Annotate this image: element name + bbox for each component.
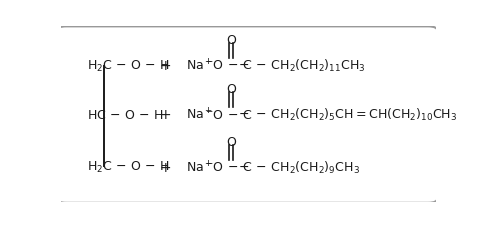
Text: +: + [160, 108, 171, 122]
Text: H$_2$C$\,-\,$O$\,-\,$H: H$_2$C$\,-\,$O$\,-\,$H [87, 58, 170, 73]
Text: +: + [160, 59, 171, 73]
Text: $^{-}$O$\,-\,$C: $^{-}$O$\,-\,$C [205, 59, 252, 72]
Text: O: O [226, 135, 236, 148]
Text: $\,-\,-\,$CH$_2$(CH$_2$)$_5$CH$=$CH(CH$_2$)$_{10}$CH$_3$: $\,-\,-\,$CH$_2$(CH$_2$)$_5$CH$=$CH(CH$_… [234, 107, 457, 123]
Text: $\,-\,-\,$CH$_2$(CH$_2$)$_{11}$CH$_3$: $\,-\,-\,$CH$_2$(CH$_2$)$_{11}$CH$_3$ [234, 58, 365, 74]
Text: Na$^+$: Na$^+$ [186, 159, 213, 175]
Text: $\,-\,-\,$CH$_2$(CH$_2$)$_9$CH$_3$: $\,-\,-\,$CH$_2$(CH$_2$)$_9$CH$_3$ [234, 159, 360, 175]
Text: H$_2$C$\,-\,$O$\,-\,$H: H$_2$C$\,-\,$O$\,-\,$H [87, 160, 170, 175]
Text: $^{-}$O$\,-\,$C: $^{-}$O$\,-\,$C [205, 108, 252, 121]
Text: HC$\,-\,$O$\,-\,$H: HC$\,-\,$O$\,-\,$H [87, 108, 164, 121]
FancyBboxPatch shape [57, 27, 438, 203]
Text: O: O [226, 83, 236, 96]
Text: Na$^+$: Na$^+$ [186, 107, 213, 122]
Text: $^{-}$O$\,-\,$C: $^{-}$O$\,-\,$C [205, 160, 252, 174]
Text: Na$^+$: Na$^+$ [186, 58, 213, 73]
Text: +: + [160, 160, 171, 174]
Text: O: O [226, 34, 236, 47]
